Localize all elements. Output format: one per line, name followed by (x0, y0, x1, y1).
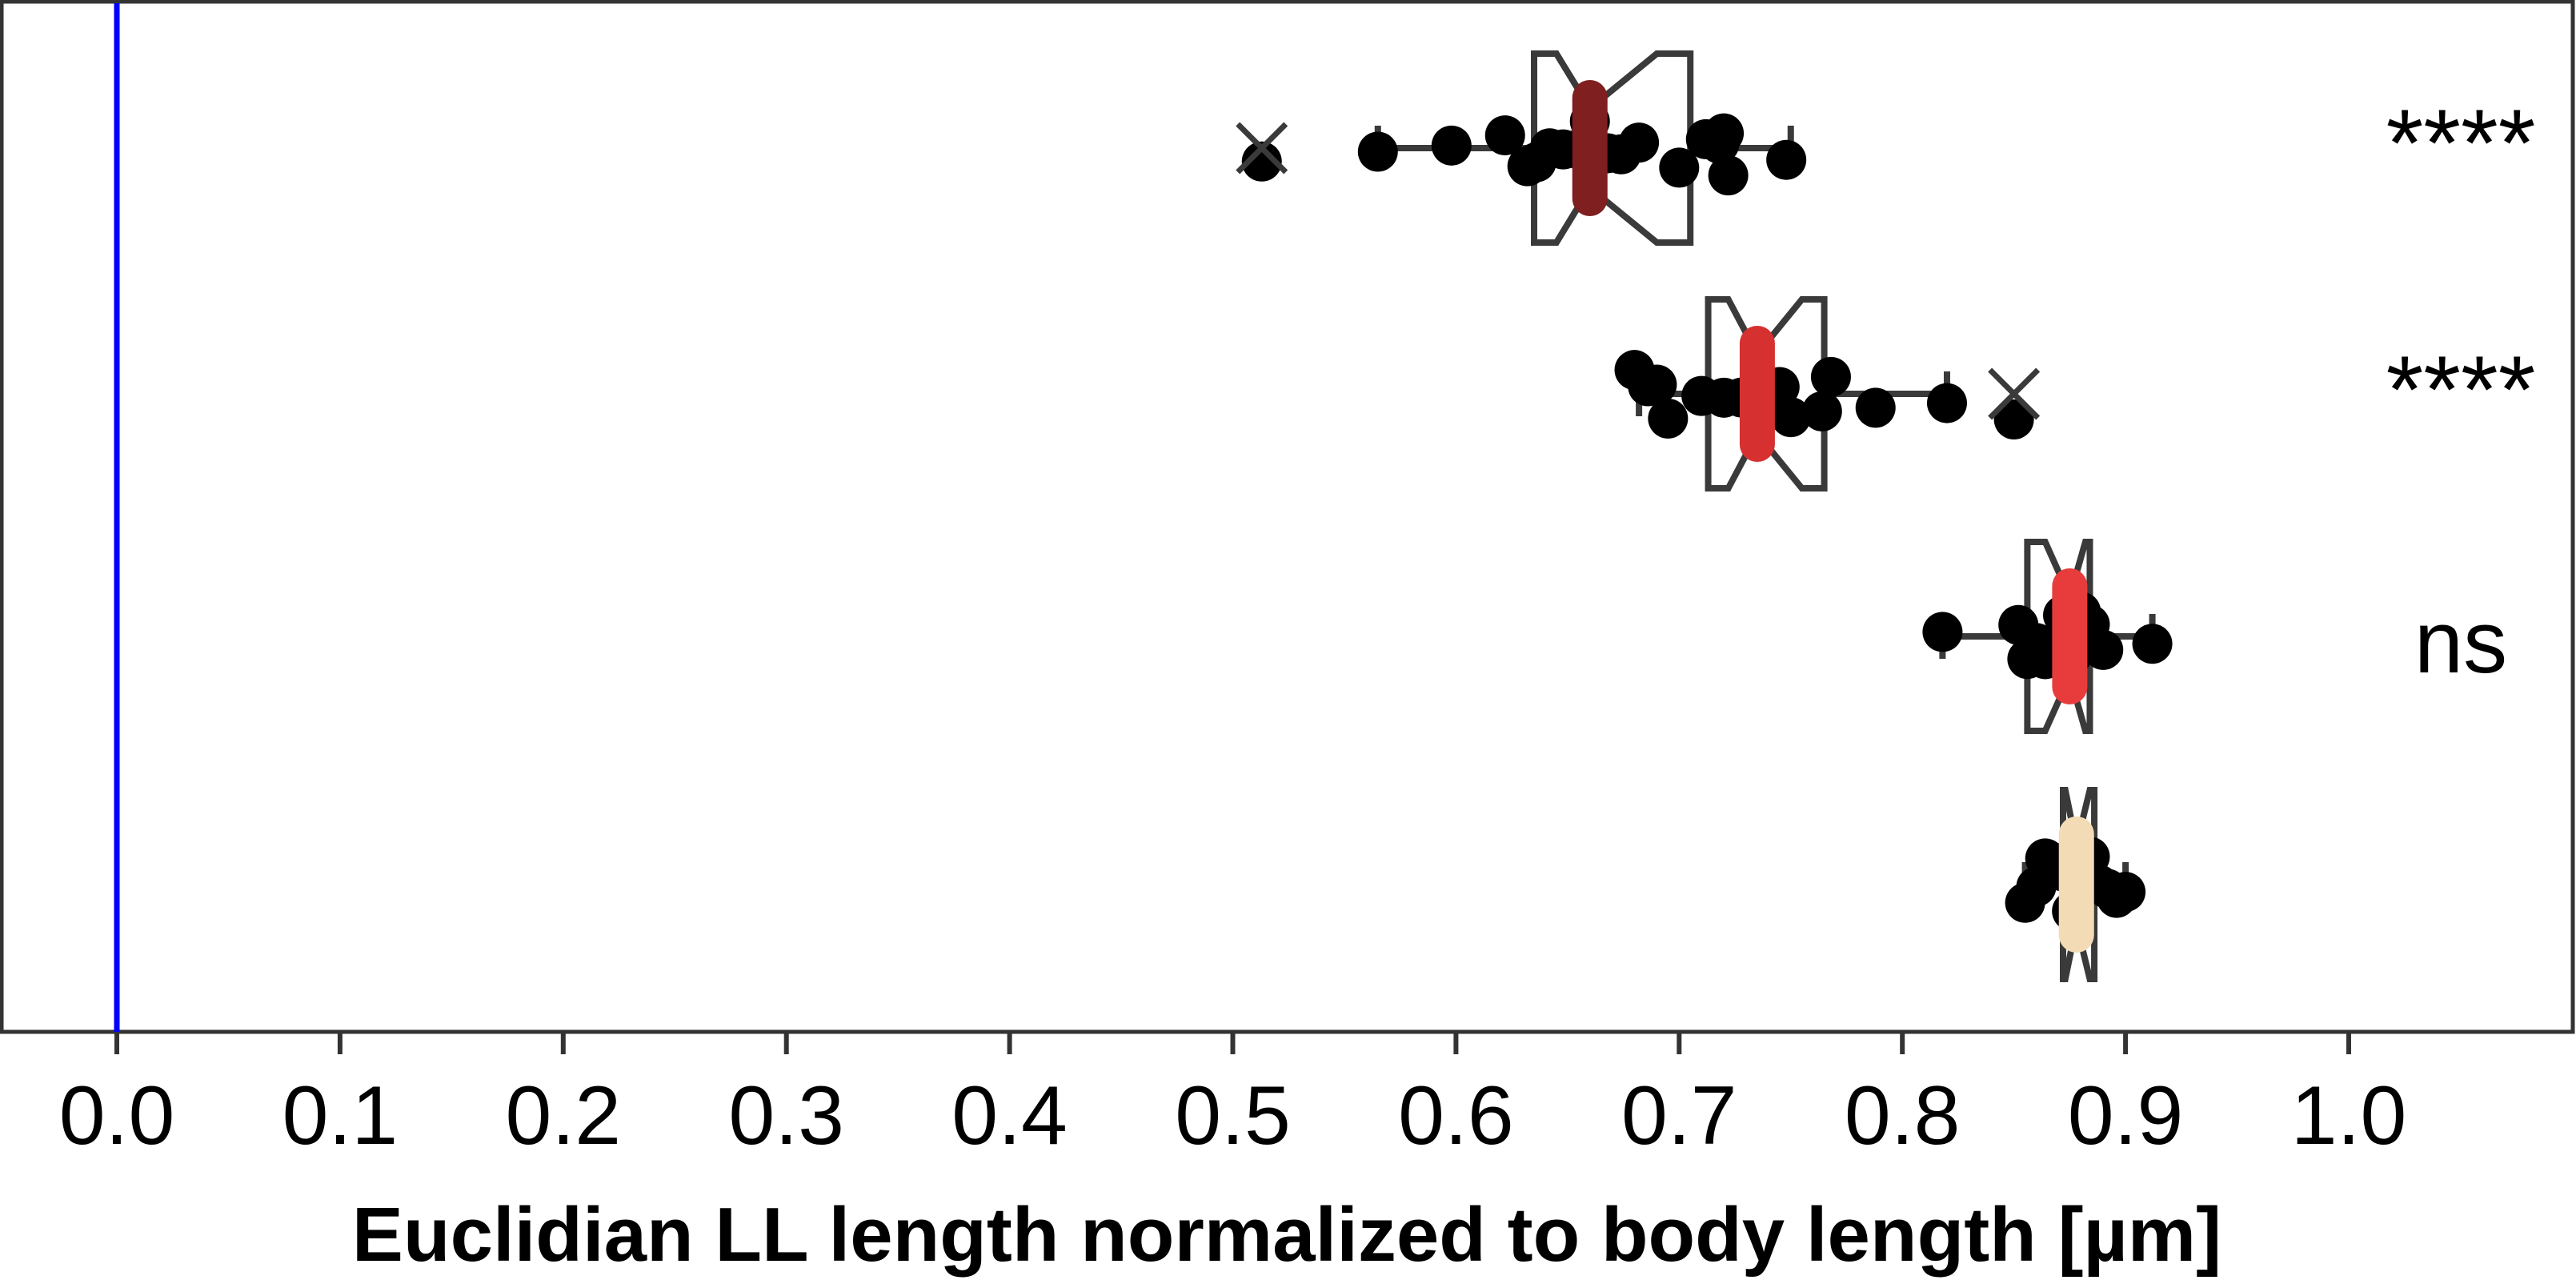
x-tick-label: 0.2 (506, 1069, 622, 1162)
outlier-marker (1236, 122, 1288, 175)
data-point (2132, 624, 2173, 664)
x-tick-label: 0.8 (1845, 1069, 1961, 1162)
data-point (1484, 115, 1525, 156)
data-point (1619, 122, 1660, 163)
data-point (1926, 383, 1967, 423)
data-point (1431, 125, 1472, 166)
significance-label: ns (2414, 593, 2507, 692)
significance-label: **** (2386, 90, 2536, 197)
significance-label: **** (2386, 336, 2536, 443)
data-point (1801, 391, 1842, 431)
median-bar (2058, 817, 2094, 953)
x-tick-label: 0.5 (1175, 1069, 1291, 1162)
x-axis-label: Euclidian LL length normalized to body l… (352, 1192, 2221, 1278)
data-point (2105, 872, 2146, 913)
data-point (1993, 399, 2034, 440)
x-tick-label: 0.7 (1621, 1069, 1737, 1162)
data-point (1704, 113, 1745, 154)
median-bar (1572, 80, 1608, 216)
data-point (1241, 141, 1282, 182)
data-point (1357, 131, 1398, 172)
data-point (2083, 629, 2124, 670)
data-point (1922, 612, 1963, 652)
plot-frame (0, 0, 2575, 1034)
median-bar (1739, 326, 1775, 462)
data-point (1708, 155, 1749, 196)
outlier-marker (1988, 367, 2041, 420)
data-point (1637, 364, 1677, 405)
x-tick-label: 0.9 (2068, 1069, 2184, 1162)
x-tick-label: 0.3 (728, 1069, 844, 1162)
x-tick-label: 0.0 (59, 1069, 175, 1162)
box-group: **** (1236, 50, 2536, 246)
data-point (1810, 356, 1851, 397)
data-point (1648, 398, 1689, 439)
median-bar (2052, 568, 2088, 704)
data-point (1770, 397, 1811, 438)
data-point (1855, 387, 1896, 428)
box-groups: **** **** ns (1236, 50, 2536, 982)
x-tick-label: 0.6 (1398, 1069, 1514, 1162)
box-group (2005, 787, 2146, 982)
x-tick-label: 1.0 (2291, 1069, 2407, 1162)
x-axis: 0.0 0.1 0.2 0.3 0.4 0.5 0.6 0.7 0.8 0.9 1.0 (59, 1032, 2407, 1162)
data-point (1659, 147, 1700, 188)
box-group: ns (1922, 539, 2507, 734)
data-point (1766, 139, 1807, 180)
x-tick-label: 0.1 (282, 1069, 399, 1162)
box-group: **** (1614, 296, 2536, 492)
x-tick-label: 0.4 (951, 1069, 1068, 1162)
